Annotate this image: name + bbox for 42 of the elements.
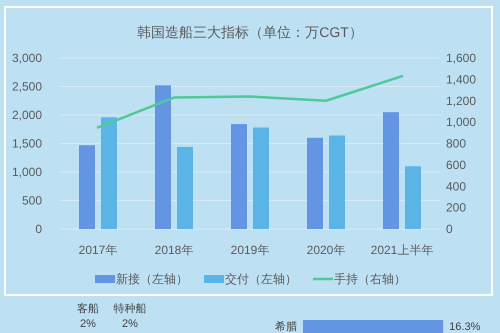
y-tick-label: 2,000 bbox=[12, 108, 42, 122]
y2-tick-label: 200 bbox=[446, 200, 466, 215]
y2-tick-label: 800 bbox=[446, 136, 466, 150]
bar bbox=[177, 146, 193, 229]
x-tick-label: 2018年 bbox=[154, 243, 194, 257]
y2-tick-label: 1,000 bbox=[446, 115, 476, 130]
y2-tick-label: 1,400 bbox=[446, 72, 476, 86]
bar bbox=[101, 117, 117, 229]
x-tick-label: 2021上半年 bbox=[370, 243, 434, 257]
y-tick-label: 0 bbox=[35, 222, 42, 236]
bar bbox=[405, 166, 421, 229]
y2-tick-label: 600 bbox=[446, 158, 466, 172]
bar bbox=[155, 85, 171, 229]
y-tick-label: 1,000 bbox=[12, 165, 42, 179]
y2-tick-label: 0 bbox=[446, 222, 453, 236]
y2-tick-label: 400 bbox=[446, 179, 466, 194]
x-tick-label: 2017年 bbox=[78, 243, 118, 257]
x-tick-label: 2020年 bbox=[306, 243, 346, 257]
data-label: 16.3% bbox=[449, 321, 481, 333]
y-tick-label: 2,500 bbox=[12, 80, 42, 94]
bar bbox=[383, 112, 399, 229]
text: 客船 bbox=[77, 302, 99, 315]
bar bbox=[329, 136, 345, 229]
legend-label: 手持（右轴） bbox=[334, 272, 406, 286]
chart-title: 韩国造船三大指标（单位：万CGT） bbox=[137, 24, 363, 40]
line-series bbox=[96, 74, 404, 129]
y2-tick-label: 1,200 bbox=[446, 94, 476, 108]
bar bbox=[253, 128, 269, 229]
bar bbox=[79, 145, 95, 229]
text: 2% bbox=[80, 318, 96, 330]
text: 特种船 bbox=[114, 302, 146, 315]
legend-label: 交付（左轴） bbox=[225, 272, 297, 286]
y2-tick-label: 1,600 bbox=[446, 51, 476, 65]
legend-label: 新接（左轴） bbox=[116, 272, 188, 286]
y-tick-label: 500 bbox=[22, 194, 42, 208]
x-tick-label: 2019年 bbox=[230, 243, 270, 257]
y-tick-label: 希腊 bbox=[275, 320, 297, 333]
y-tick-label: 1,500 bbox=[12, 136, 42, 150]
y-tick-label: 3,000 bbox=[12, 51, 42, 65]
bar bbox=[231, 124, 247, 229]
text: 2% bbox=[122, 318, 138, 330]
bar bbox=[307, 138, 323, 229]
